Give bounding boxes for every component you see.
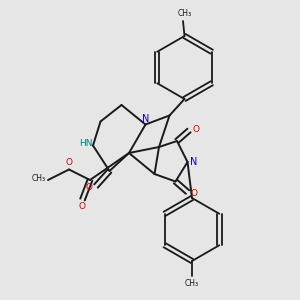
Text: O: O [86, 183, 93, 192]
Text: O: O [65, 158, 72, 167]
Text: CH₃: CH₃ [32, 174, 46, 183]
Text: CH₃: CH₃ [177, 9, 192, 18]
Text: N: N [190, 157, 198, 167]
Text: CH₃: CH₃ [185, 279, 199, 288]
Text: HN: HN [79, 139, 92, 148]
Text: O: O [78, 202, 85, 211]
Text: O: O [192, 124, 199, 134]
Text: N: N [142, 113, 149, 124]
Text: O: O [190, 189, 198, 198]
